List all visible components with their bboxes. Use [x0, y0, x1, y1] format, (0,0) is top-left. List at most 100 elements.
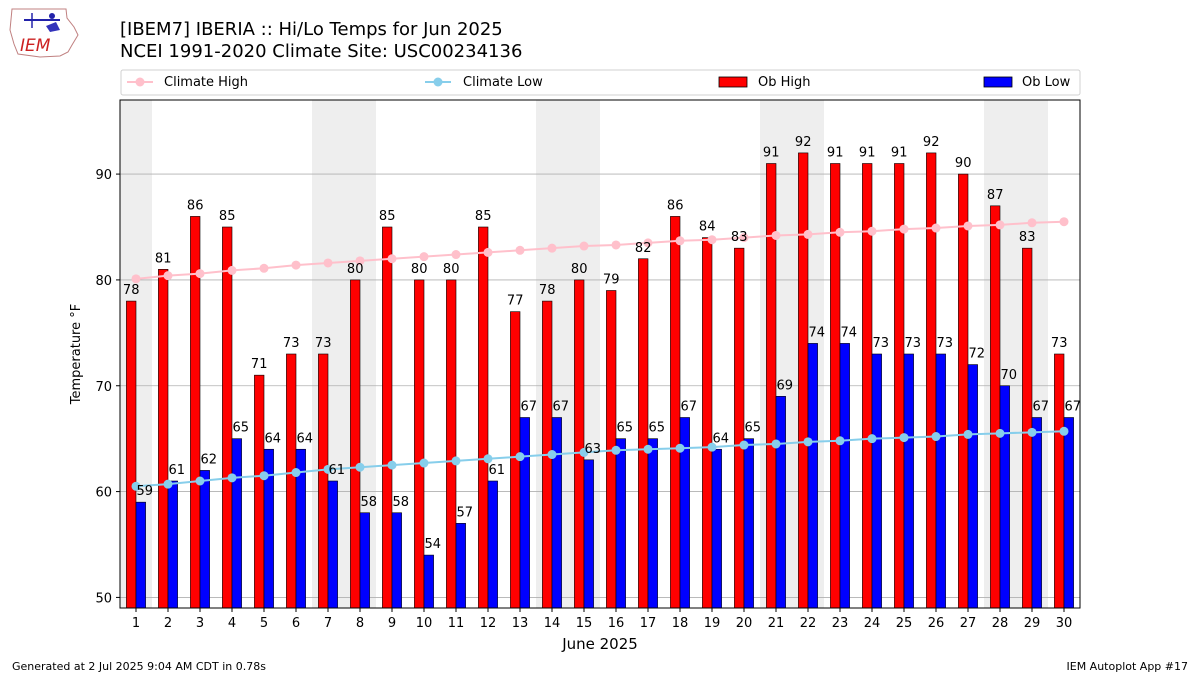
climate-low-point-23 [835, 436, 845, 446]
climate-high-point-10 [419, 252, 429, 262]
ob-high-label-25: 91 [891, 146, 908, 161]
chart-title-line2: NCEI 1991-2020 Climate Site: USC00234136 [120, 41, 522, 62]
ob-low-bar-13 [519, 417, 530, 609]
ob-low-label-15: 63 [585, 442, 602, 457]
climate-high-point-8 [355, 256, 365, 266]
plot-frame [119, 99, 1081, 609]
ob-high-label-9: 85 [379, 209, 396, 224]
climate-high-point-19 [707, 235, 717, 245]
legend-frame [120, 69, 1081, 96]
ob-low-label-22: 74 [809, 325, 826, 340]
climate-high-point-15 [579, 241, 589, 251]
x-tick-label-16: 16 [608, 616, 625, 631]
legend-ob-low: Ob Low [983, 75, 1071, 90]
climate-low-point-17 [643, 444, 653, 454]
ob-low-label-19: 64 [713, 431, 730, 446]
x-tick-label-1: 1 [132, 616, 140, 631]
climate-low-point-3 [195, 476, 205, 486]
x-tick-label-21: 21 [768, 616, 785, 631]
ob-high-label-7: 73 [315, 336, 332, 351]
ob-high-label-16: 79 [603, 273, 620, 288]
footer-generated: Generated at 2 Jul 2025 9:04 AM CDT in 0… [12, 660, 266, 673]
ob-low-bar-21 [775, 396, 786, 609]
climate-high-point-27 [963, 221, 973, 231]
x-tick-label-23: 23 [832, 616, 849, 631]
ob-high-label-4: 85 [219, 209, 236, 224]
ob-low-bar-24 [871, 353, 882, 609]
ob-high-bar-18 [670, 216, 681, 609]
ob-low-bar-12 [487, 480, 498, 609]
ob-high-label-27: 90 [955, 156, 972, 171]
ob-high-label-12: 85 [475, 209, 492, 224]
ob-high-label-8: 80 [347, 262, 364, 277]
ob-high-label-17: 82 [635, 241, 652, 256]
ob-high-label-5: 71 [251, 357, 268, 372]
climate-low-point-26 [931, 432, 941, 442]
ob-high-bar-12 [478, 226, 489, 609]
ob-high-bar-5 [254, 374, 265, 609]
legend-climate-high: Climate High [127, 75, 248, 90]
climate-low-point-2 [163, 479, 173, 489]
climate-high-point-18 [675, 236, 685, 246]
legend-ob-low-label: Ob Low [1022, 75, 1071, 90]
x-tick-label-28: 28 [992, 616, 1009, 631]
climate-high-point-26 [931, 223, 941, 233]
climate-high-point-16 [611, 240, 621, 250]
ob-low-bar-28 [999, 385, 1010, 609]
ob-low-label-13: 67 [521, 400, 538, 415]
x-tick-label-22: 22 [800, 616, 817, 631]
ob-high-bar-2 [158, 269, 169, 609]
ob-high-label-29: 83 [1019, 230, 1036, 245]
x-tick-label-3: 3 [196, 616, 204, 631]
ob-low-bar-23 [839, 343, 850, 609]
x-tick-label-15: 15 [576, 616, 593, 631]
ob-low-bar-29 [1031, 417, 1042, 609]
ob-high-label-21: 91 [763, 146, 780, 161]
x-tick-label-8: 8 [356, 616, 364, 631]
y-tick-label-70: 70 [95, 380, 112, 395]
climate-lines [131, 217, 1069, 491]
ob-low-bar-15 [583, 459, 594, 609]
x-tick-label-2: 2 [164, 616, 172, 631]
climate-low-point-6 [291, 468, 301, 478]
x-tick-label-10: 10 [416, 616, 433, 631]
x-tick-label-25: 25 [896, 616, 913, 631]
legend-ob-high: Ob High [718, 75, 811, 90]
climate-low-point-28 [995, 428, 1005, 438]
ob-high-bar-22 [798, 152, 809, 609]
ob-low-bar-3 [199, 470, 210, 609]
y-tick-label-80: 80 [95, 274, 112, 289]
x-tick-label-13: 13 [512, 616, 529, 631]
ob-low-label-24: 73 [873, 336, 890, 351]
chart-title-line1: [IBEM7] IBERIA :: Hi/Lo Temps for Jun 20… [120, 19, 503, 40]
x-tick-label-20: 20 [736, 616, 753, 631]
climate-high-point-29 [1027, 218, 1037, 228]
ob-low-label-2: 61 [169, 463, 186, 478]
gridlines [120, 173, 1080, 598]
climate-low-point-15 [579, 447, 589, 457]
climate-high-point-6 [291, 260, 301, 270]
ob-low-label-14: 67 [553, 400, 570, 415]
legend-ob-high-label: Ob High [758, 75, 811, 90]
ob-low-label-11: 57 [457, 505, 474, 520]
ob-high-label-10: 80 [411, 262, 428, 277]
ob-high-bar-10 [414, 279, 425, 609]
x-tick-label-17: 17 [640, 616, 657, 631]
climate-high-point-11 [451, 250, 461, 260]
ob-low-label-26: 73 [937, 336, 954, 351]
climate-low-point-14 [547, 450, 557, 460]
ob-high-bar-21 [766, 163, 777, 609]
ob-low-bar-14 [551, 417, 562, 609]
ob-low-label-9: 58 [393, 495, 410, 510]
ob-low-label-7: 61 [329, 463, 346, 478]
x-tick-label-12: 12 [480, 616, 497, 631]
ob-low-bar-27 [967, 364, 978, 609]
climate-high-point-17 [643, 238, 653, 248]
climate-high-point-12 [483, 247, 493, 257]
climate-low-point-25 [899, 433, 909, 443]
climate-high-point-3 [195, 269, 205, 279]
climate-low-point-22 [803, 437, 813, 447]
ob-low-label-21: 69 [777, 378, 794, 393]
legend-climate-high-label: Climate High [164, 75, 248, 90]
x-tick-label-24: 24 [864, 616, 881, 631]
